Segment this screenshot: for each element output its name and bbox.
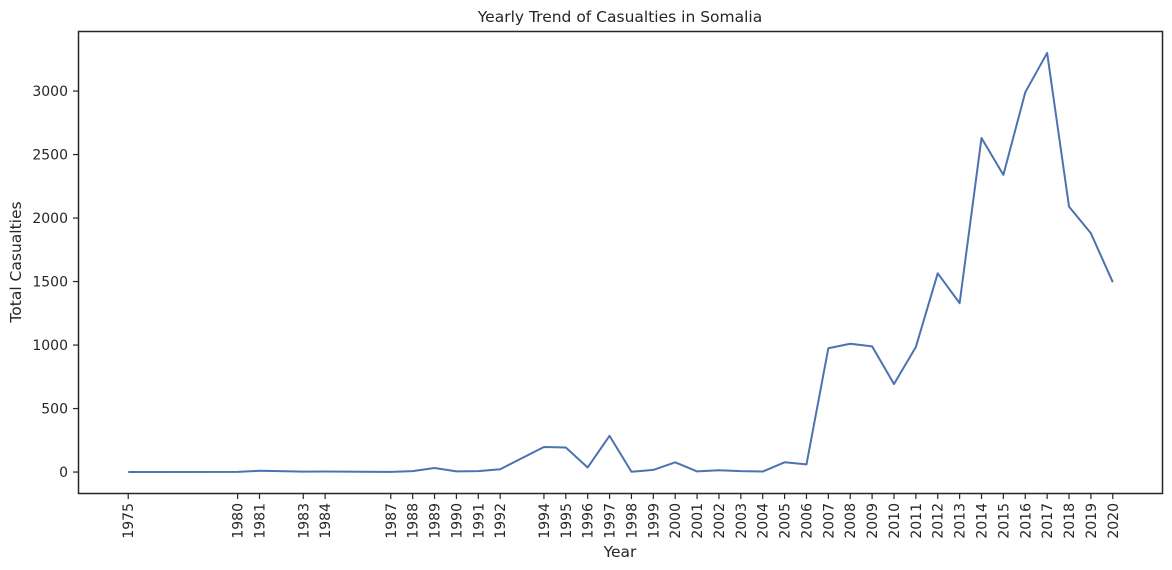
x-tick-label: 2008	[843, 503, 859, 539]
plot-frame	[77, 30, 1164, 495]
y-tick-label: 2500	[32, 148, 68, 164]
x-tick-label: 2016	[1018, 503, 1034, 539]
x-tick-label: 1998	[624, 503, 640, 539]
x-tick-label: 1999	[646, 503, 662, 539]
x-tick-label: 2005	[778, 503, 794, 539]
y-tick-label: 0	[59, 465, 68, 481]
y-tick-label: 1000	[32, 338, 68, 354]
y-tick-label: 500	[41, 402, 68, 418]
x-tick-label: 1987	[384, 503, 400, 539]
x-tick-label: 1996	[581, 503, 597, 539]
x-tick-label: 1989	[428, 503, 444, 539]
x-tick-label: 1997	[603, 503, 619, 539]
x-tick-label: 1984	[318, 503, 334, 539]
x-tick-label: 2019	[1084, 503, 1100, 539]
x-tick-label: 1975	[121, 503, 137, 539]
y-tick-label: 1500	[32, 275, 68, 291]
y-tick-label: 3000	[32, 84, 68, 100]
x-tick-label: 2014	[975, 503, 991, 539]
x-tick-label: 2006	[799, 503, 815, 539]
x-tick-label: 2007	[821, 503, 837, 539]
x-tick-label: 1991	[471, 503, 487, 539]
x-tick-label: 1994	[537, 503, 553, 539]
x-tick-label: 2010	[887, 503, 903, 539]
x-tick-label: 2013	[953, 503, 969, 539]
x-tick-label: 1981	[253, 503, 269, 539]
series-line-casualties	[128, 51, 1114, 474]
x-tick-label: 1995	[559, 503, 575, 539]
x-tick-label: 1983	[296, 503, 312, 539]
chart-title: Yearly Trend of Casualties in Somalia	[477, 8, 762, 26]
x-tick-label: 1992	[493, 503, 509, 539]
x-tick-label: 2017	[1040, 503, 1056, 539]
x-axis-ticks: 1975 1980 1981 1983 1984 1987 1988 1989 1990 1991…	[121, 493, 1122, 539]
x-tick-label: 2002	[712, 503, 728, 539]
y-axis-title: Total Casualties	[7, 201, 25, 323]
x-axis-title: Year	[603, 543, 637, 561]
x-tick-label: 1980	[231, 503, 247, 539]
x-tick-label: 2012	[931, 503, 947, 539]
x-tick-label: 2000	[668, 503, 684, 539]
x-tick-label: 2003	[734, 503, 750, 539]
y-tick-label: 2000	[32, 211, 68, 227]
x-tick-label: 2001	[690, 503, 706, 539]
x-tick-label: 1990	[449, 503, 465, 539]
x-tick-label: 2011	[909, 503, 925, 539]
x-tick-label: 2020	[1106, 503, 1122, 539]
x-tick-label: 2015	[996, 503, 1012, 539]
x-tick-label: 2018	[1062, 503, 1078, 539]
x-tick-label: 2004	[756, 503, 772, 539]
x-tick-label: 2009	[865, 503, 881, 539]
x-tick-label: 1988	[406, 503, 422, 539]
y-axis-ticks: 0 500 1000 1500 2000 2500 3000	[32, 84, 79, 481]
